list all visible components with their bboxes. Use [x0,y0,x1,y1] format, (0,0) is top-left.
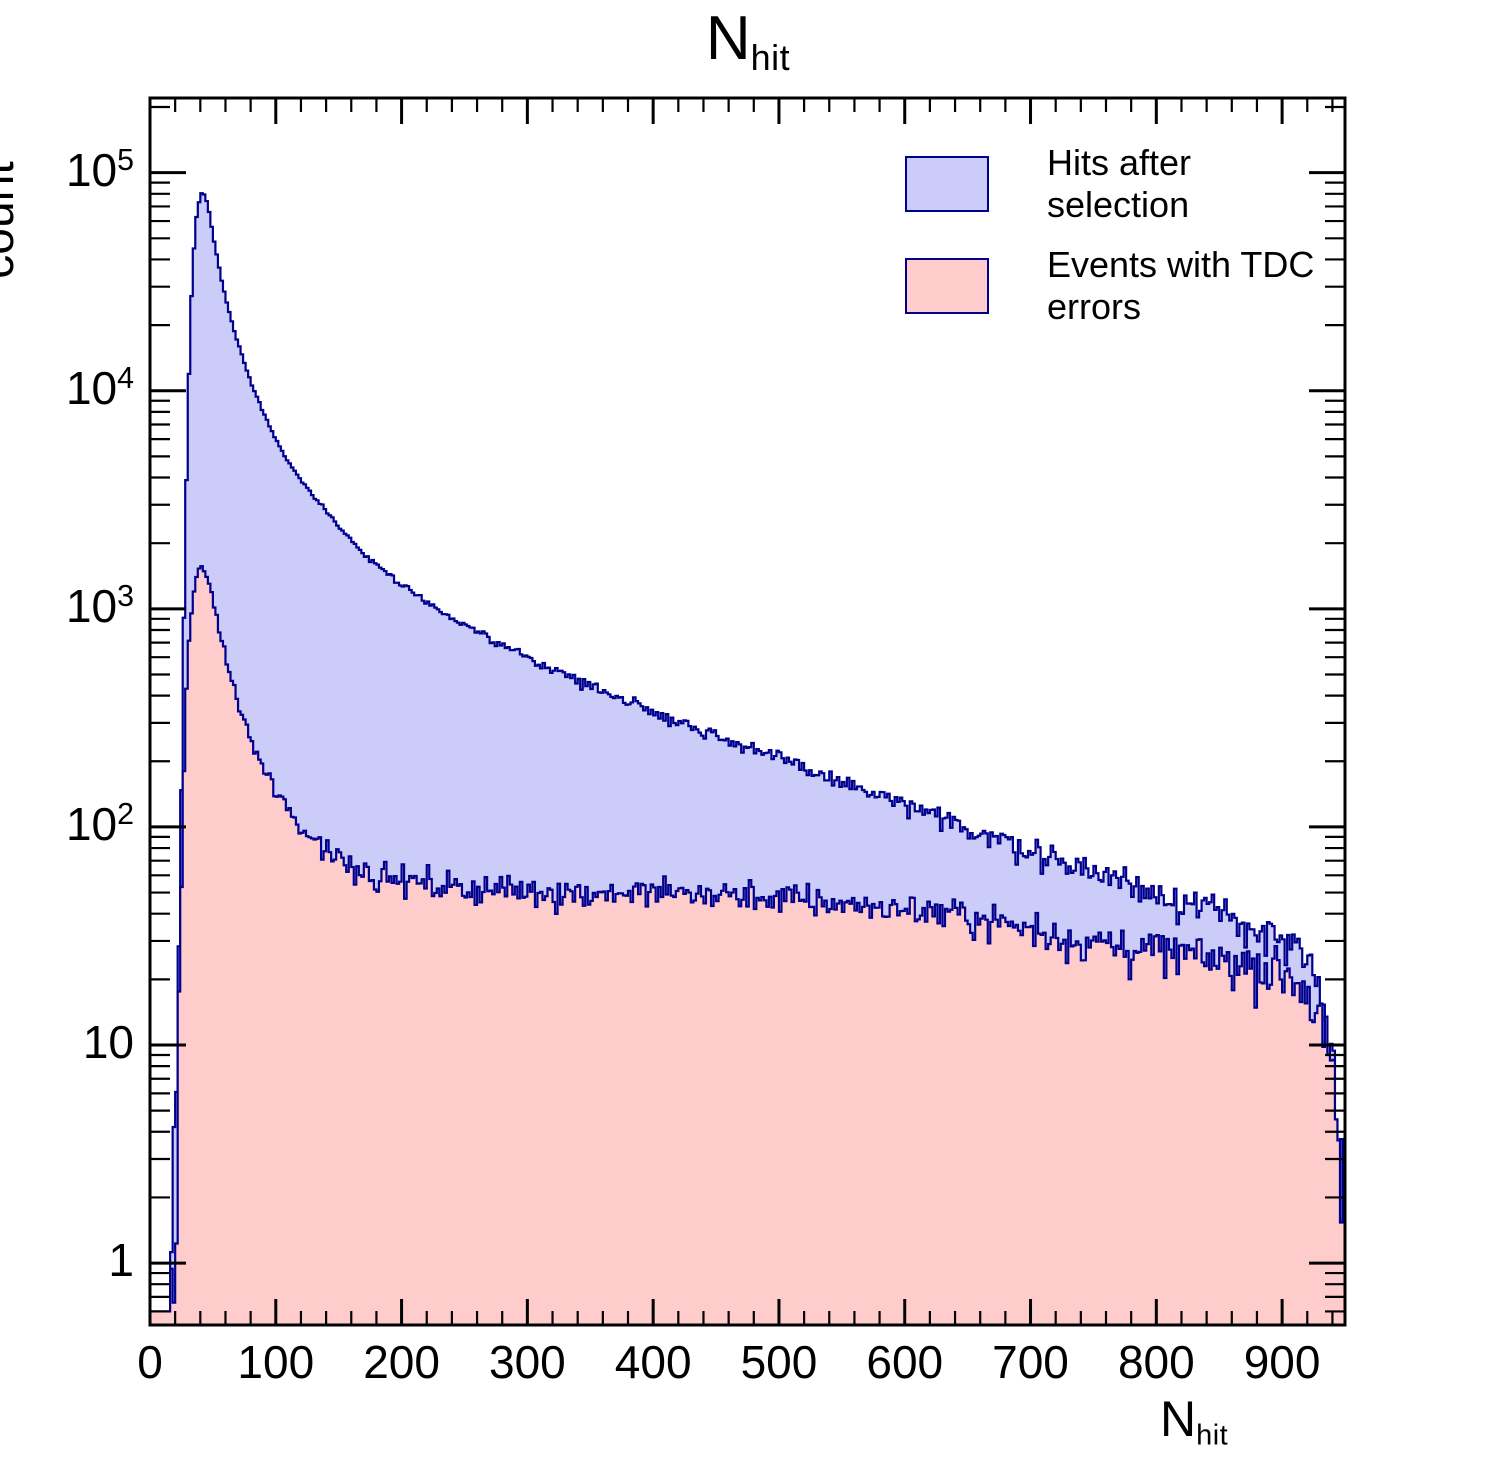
y-tick-exponent: 4 [117,361,134,395]
histogram-series-2 [150,565,1345,1325]
x-tick-label: 600 [866,1336,944,1388]
y-tick-mantissa: 1 [108,1234,134,1287]
legend-label: Hits after selection [1047,142,1192,225]
legend-swatch [905,156,989,212]
xaxis-title-base: N [1160,1391,1197,1447]
legend-entry: Events with TDC errors [905,244,1325,327]
x-tick-label: 100 [237,1336,315,1388]
x-tick-label: 300 [488,1336,566,1388]
y-tick-exponent: 3 [117,580,134,614]
x-tick-label: 800 [1117,1336,1195,1388]
histogram-fills [150,192,1345,1325]
y-tick-mantissa: 10 [65,579,118,632]
xaxis-title-subscript: hit [1196,1419,1229,1452]
plot-title-base: N [705,4,751,73]
frame-rect [148,96,1347,1327]
axis-ticks [148,98,1345,1325]
y-tick-exponent: 2 [117,798,134,832]
y-tick-label: 1 [4,1233,134,1287]
legend-entry: Hits after selection [905,142,1325,225]
y-tick-mantissa: 10 [65,797,118,850]
legend-label: Events with TDC errors [1047,244,1315,327]
plot-title-subscript: hit [750,36,791,78]
y-tick-label: 103 [4,579,134,633]
y-tick-mantissa: 10 [82,1015,134,1068]
x-tick-label: 500 [740,1336,818,1388]
y-tick-mantissa: 10 [65,361,118,414]
x-tick-label: 400 [614,1336,692,1388]
x-tick-label: 0 [137,1336,163,1388]
x-tick-label: 700 [992,1336,1069,1388]
plot-frame [148,96,1347,1327]
y-tick-label: 105 [4,143,134,197]
y-tick-mantissa: 10 [65,143,118,196]
y-tick-exponent: 5 [117,143,134,177]
page-title: Nhit [0,8,1496,89]
y-tick-label: 102 [4,797,134,851]
y-tick-label: 104 [4,361,134,415]
y-tick-label: 10 [4,1015,134,1069]
x-tick-label: 900 [1243,1336,1321,1388]
x-axis-title: Nhit [1160,1390,1228,1453]
x-tick-label: 200 [363,1336,440,1388]
legend: Hits after selection Events with TDC erro… [905,142,1325,349]
legend-swatch [905,258,989,314]
